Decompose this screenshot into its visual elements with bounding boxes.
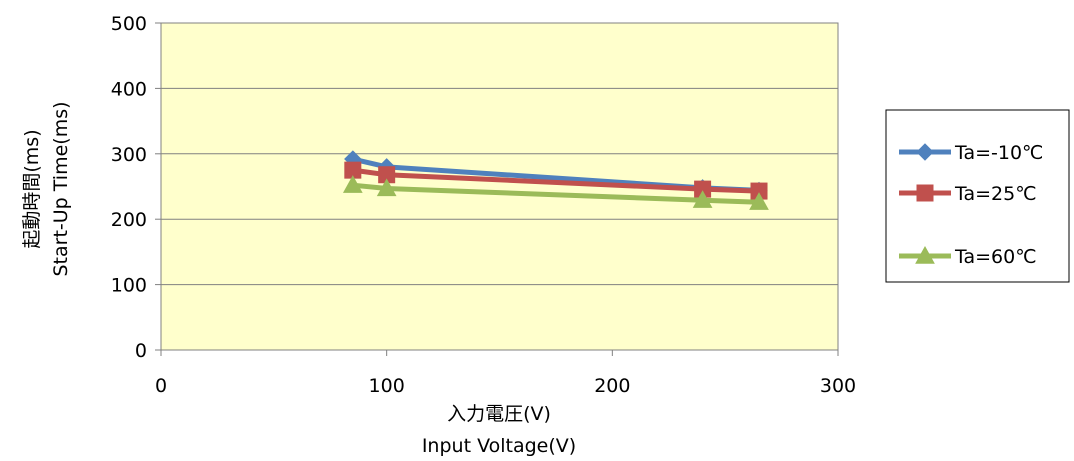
plot-area bbox=[160, 22, 839, 351]
legend-label-0: Ta=-10℃ bbox=[954, 142, 1043, 164]
legend-item-1: Ta=25℃ bbox=[899, 183, 1037, 205]
data-point-2-1 bbox=[376, 178, 397, 197]
series-2 bbox=[342, 175, 769, 210]
legend: Ta=-10℃ Ta=25℃ Ta=60℃ bbox=[885, 109, 1070, 283]
series-1 bbox=[344, 161, 768, 200]
x-axis-label-en: Input Voltage(V) bbox=[422, 435, 576, 457]
legend-item-2: Ta=60℃ bbox=[899, 245, 1037, 268]
y-axis-label-jp: 起動時間(ms) bbox=[21, 129, 43, 248]
x-axis-label-jp: 入力電圧(V) bbox=[447, 403, 551, 425]
series-line-1 bbox=[352, 167, 760, 194]
y-tick-label-3: 300 bbox=[111, 144, 147, 166]
legend-marker-1 bbox=[916, 184, 934, 202]
gridlines bbox=[161, 87, 838, 286]
data-point-2-2 bbox=[692, 190, 713, 208]
y-axis: 0 100 200 300 400 500 bbox=[111, 13, 161, 362]
series-layer bbox=[342, 150, 769, 210]
legend-marker-2 bbox=[915, 245, 935, 264]
y-tick-label-4: 400 bbox=[111, 78, 147, 100]
legend-item-0: Ta=-10℃ bbox=[899, 142, 1043, 164]
legend-label-1: Ta=25℃ bbox=[954, 183, 1037, 205]
x-tick-label-2: 200 bbox=[594, 375, 630, 397]
y-tick-label-1: 100 bbox=[111, 275, 147, 297]
x-tick-label-0: 0 bbox=[155, 375, 167, 397]
y-axis-label-en: Start-Up Time(ms) bbox=[50, 101, 72, 276]
y-tick-label-5: 500 bbox=[111, 13, 147, 35]
legend-label-2: Ta=60℃ bbox=[954, 246, 1037, 268]
y-tick-label-0: 0 bbox=[135, 340, 147, 362]
x-tick-label-3: 300 bbox=[820, 375, 856, 397]
data-point-2-0 bbox=[342, 175, 363, 193]
legend-marker-0 bbox=[916, 143, 934, 161]
series-line-2 bbox=[352, 182, 760, 205]
x-axis: 0 100 200 300 bbox=[155, 350, 856, 397]
x-tick-label-1: 100 bbox=[369, 375, 405, 397]
y-tick-label-2: 200 bbox=[111, 209, 147, 231]
data-point-2-3 bbox=[749, 192, 769, 210]
